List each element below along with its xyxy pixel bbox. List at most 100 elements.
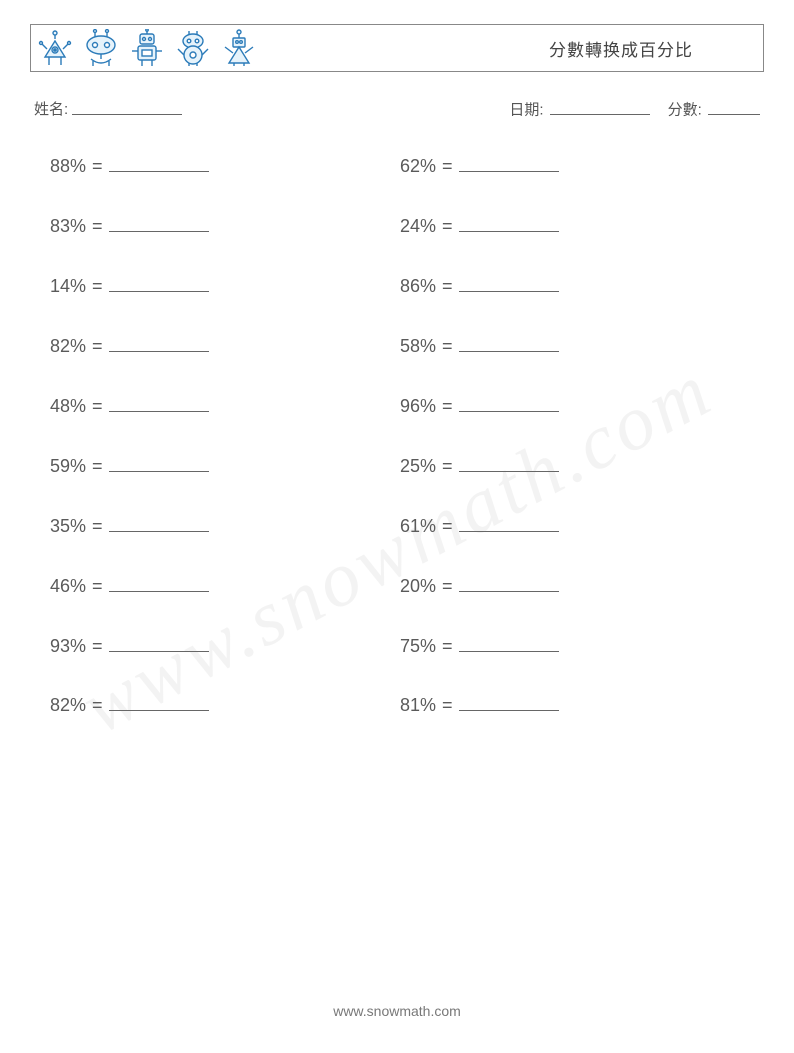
percent-value: 81% — [400, 695, 436, 716]
equals-sign: = — [442, 576, 453, 597]
answer-blank — [109, 633, 209, 652]
answer-blank — [459, 213, 559, 232]
robot-icon — [129, 29, 165, 67]
equals-sign: = — [442, 276, 453, 297]
robot-icon — [83, 29, 119, 67]
percent-value: 62% — [400, 156, 436, 177]
percent-value: 25% — [400, 456, 436, 477]
equals-sign: = — [442, 695, 453, 716]
percent-value: 58% — [400, 336, 436, 357]
answer-blank — [109, 333, 209, 352]
equals-sign: = — [92, 336, 103, 357]
footer-url: www.snowmath.com — [0, 1003, 794, 1019]
answer-blank — [459, 273, 559, 292]
date-label: 日期: — [509, 102, 543, 119]
problem-row: 24% = — [400, 213, 750, 237]
percent-value: 48% — [50, 396, 86, 417]
answer-blank — [109, 273, 209, 292]
problem-row: 46% = — [50, 573, 400, 597]
percent-value: 61% — [400, 516, 436, 537]
problem-row: 20% = — [400, 573, 750, 597]
date-field: 日期: — [509, 98, 649, 120]
info-row: 姓名: 日期: 分數: — [30, 98, 764, 120]
percent-value: 59% — [50, 456, 86, 477]
answer-blank — [459, 573, 559, 592]
answer-blank — [109, 573, 209, 592]
answer-blank — [459, 693, 559, 712]
problem-row: 96% = — [400, 393, 750, 417]
problem-row: 83% = — [50, 213, 400, 237]
robot-icon — [175, 29, 211, 67]
problems-grid: 88% = 83% = 14% = 82% = 48% = 59% = 35% = 46% = 93% = 82% =… — [30, 154, 764, 717]
equals-sign: = — [92, 276, 103, 297]
equals-sign: = — [92, 456, 103, 477]
percent-value: 86% — [400, 276, 436, 297]
worksheet-title: 分數轉换成百分比 — [549, 36, 753, 61]
answer-blank — [459, 333, 559, 352]
equals-sign: = — [92, 636, 103, 657]
problem-row: 82% = — [50, 333, 400, 357]
equals-sign: = — [442, 516, 453, 537]
equals-sign: = — [442, 456, 453, 477]
header-box: 分數轉换成百分比 — [30, 24, 764, 72]
problem-row: 75% = — [400, 633, 750, 657]
answer-blank — [459, 513, 559, 532]
percent-value: 35% — [50, 516, 86, 537]
equals-sign: = — [442, 156, 453, 177]
name-label: 姓名: — [34, 98, 68, 120]
answer-blank — [109, 154, 209, 173]
name-field: 姓名: — [34, 98, 182, 120]
name-blank — [72, 98, 182, 115]
equals-sign: = — [92, 396, 103, 417]
problem-row: 81% = — [400, 693, 750, 717]
problem-row: 82% = — [50, 693, 400, 717]
problem-row: 93% = — [50, 633, 400, 657]
percent-value: 46% — [50, 576, 86, 597]
score-blank — [708, 98, 760, 115]
problem-row: 58% = — [400, 333, 750, 357]
robot-icon-row — [37, 29, 257, 67]
equals-sign: = — [92, 516, 103, 537]
equals-sign: = — [92, 156, 103, 177]
equals-sign: = — [92, 576, 103, 597]
robot-icon — [221, 29, 257, 67]
problems-column-right: 62% = 24% = 86% = 58% = 96% = 25% = 61% = 20% = 75% = 81% = — [400, 154, 750, 717]
equals-sign: = — [442, 336, 453, 357]
answer-blank — [459, 154, 559, 173]
answer-blank — [459, 633, 559, 652]
equals-sign: = — [92, 695, 103, 716]
percent-value: 20% — [400, 576, 436, 597]
problem-row: 35% = — [50, 513, 400, 537]
answer-blank — [109, 393, 209, 412]
percent-value: 24% — [400, 216, 436, 237]
answer-blank — [109, 513, 209, 532]
percent-value: 88% — [50, 156, 86, 177]
score-field: 分數: — [668, 98, 760, 120]
problem-row: 59% = — [50, 453, 400, 477]
answer-blank — [109, 453, 209, 472]
answer-blank — [109, 213, 209, 232]
problem-row: 14% = — [50, 273, 400, 297]
equals-sign: = — [442, 216, 453, 237]
answer-blank — [109, 693, 209, 712]
problem-row: 62% = — [400, 154, 750, 178]
percent-value: 14% — [50, 276, 86, 297]
problem-row: 61% = — [400, 513, 750, 537]
percent-value: 75% — [400, 636, 436, 657]
date-blank — [550, 98, 650, 115]
problem-row: 48% = — [50, 393, 400, 417]
problem-row: 86% = — [400, 273, 750, 297]
equals-sign: = — [92, 216, 103, 237]
problem-row: 88% = — [50, 154, 400, 178]
score-label: 分數: — [668, 102, 702, 119]
percent-value: 83% — [50, 216, 86, 237]
percent-value: 96% — [400, 396, 436, 417]
problems-column-left: 88% = 83% = 14% = 82% = 48% = 59% = 35% = 46% = 93% = 82% = — [50, 154, 400, 717]
percent-value: 82% — [50, 336, 86, 357]
robot-icon — [37, 29, 73, 67]
equals-sign: = — [442, 396, 453, 417]
worksheet-page: 分數轉换成百分比 姓名: 日期: 分數: 88%=83%=14%=82%=48%… — [0, 0, 794, 716]
percent-value: 82% — [50, 695, 86, 716]
percent-value: 93% — [50, 636, 86, 657]
equals-sign: = — [442, 636, 453, 657]
